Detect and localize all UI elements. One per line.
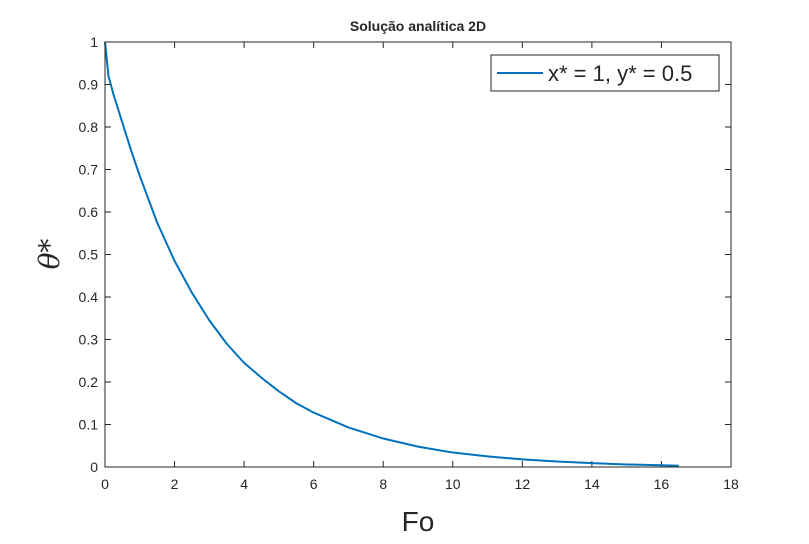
y-tick-label: 0 [90,459,98,475]
x-tick-label: 16 [654,476,670,492]
x-tick-label: 10 [445,476,461,492]
x-tick-label: 8 [379,476,387,492]
x-tick-label: 12 [515,476,531,492]
y-tick-label: 0.1 [79,417,99,433]
y-tick-label: 0.7 [79,162,99,178]
x-tick-label: 0 [101,476,109,492]
y-tick-label: 0.8 [79,119,99,135]
y-tick-label: 0.5 [79,247,99,263]
plot-background [105,42,731,467]
chart-title: Solução analítica 2D [350,18,486,34]
y-tick-label: 0.4 [79,289,99,305]
x-tick-label: 18 [723,476,739,492]
y-tick-label: 0.2 [79,374,99,390]
legend: x* = 1, y* = 0.5 [490,54,720,92]
y-tick-label: 0.6 [79,204,99,220]
y-tick-label: 0.9 [79,77,99,93]
x-tick-label: 4 [240,476,248,492]
plot-frame [104,41,732,468]
y-axis-label: θ* [33,239,66,270]
series-line [104,41,679,467]
y-tick-label: 1 [90,34,98,50]
x-tick-label: 2 [171,476,179,492]
x-axis-label: Fo [402,506,435,537]
y-tick-label: 0.3 [79,332,99,348]
x-tick-label: 6 [310,476,318,492]
x-tick-label: 14 [584,476,600,492]
legend-entry: x* = 1, y* = 0.5 [548,61,692,86]
